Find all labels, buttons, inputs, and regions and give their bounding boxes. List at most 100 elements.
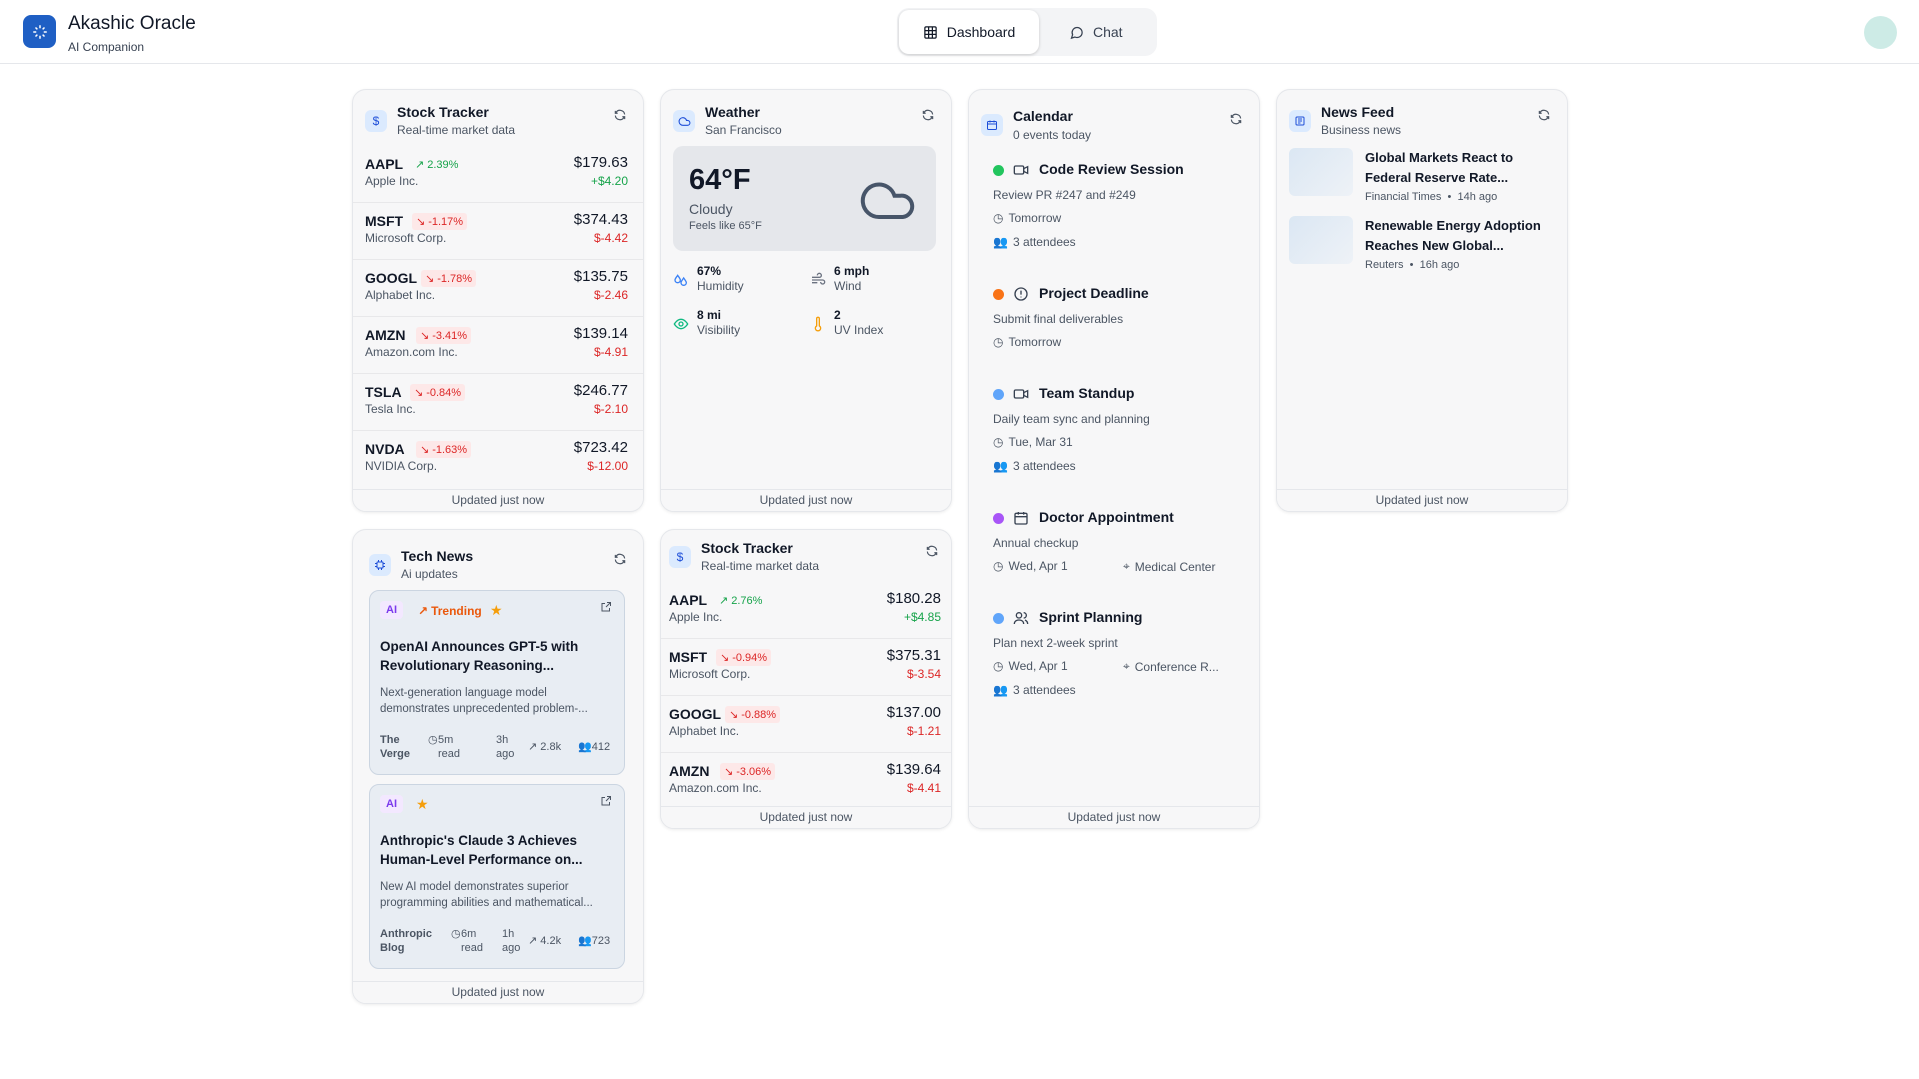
event-title: Project Deadline (1039, 285, 1149, 301)
stock-row[interactable]: TSLA ↘ -0.84% Tesla Inc. $246.77 $-2.10 (353, 374, 643, 431)
refresh-icon[interactable] (925, 544, 939, 558)
read-time: ◷ 5m read (428, 734, 461, 760)
clock-icon: ◷ (993, 211, 1004, 225)
humidity-label: Humidity (697, 279, 744, 293)
company-name: Alphabet Inc. (669, 724, 740, 738)
external-link-icon[interactable] (600, 601, 612, 613)
stock-row[interactable]: MSFT ↘ -0.94% Microsoft Corp. $375.31 $-3… (661, 639, 951, 696)
refresh-icon[interactable] (1229, 112, 1243, 126)
refresh-icon[interactable] (1537, 108, 1551, 122)
eye-icon (673, 318, 689, 330)
stock-price: $375.31 (886, 647, 941, 664)
news-thumbnail (1289, 216, 1353, 264)
visibility-stat: 8 mi Visibility (673, 308, 803, 342)
article-age: 1h ago (502, 928, 521, 954)
stock-tracker-card: $ Stock Tracker Real-time market data AA… (352, 89, 644, 512)
stock-row[interactable]: AMZN ↘ -3.06% Amazon.com Inc. $139.64 $-4… (661, 753, 951, 810)
event-time: ◷ Tomorrow (993, 211, 1062, 225)
card-header: $ Stock Tracker Real-time market data (353, 90, 643, 146)
card-subtitle: Business news (1321, 123, 1402, 137)
sparkle-icon (32, 24, 47, 39)
app-logo[interactable] (23, 15, 56, 48)
tab-chat[interactable]: Chat (1069, 10, 1149, 54)
wind-value: 6 mph (834, 264, 870, 278)
stock-change-badge: ↘ -0.84% (410, 384, 466, 401)
stock-delta: $-2.10 (593, 402, 628, 416)
event-location: ⌖ Conference R... (1123, 659, 1219, 674)
trend-up-icon: ↗ (719, 595, 729, 607)
stock-row[interactable]: MSFT ↘ -1.17% Microsoft Corp. $374.43 $-4… (353, 203, 643, 260)
tab-dashboard[interactable]: Dashboard (899, 10, 1039, 54)
stock-change-badge: ↘ -1.17% (412, 213, 468, 230)
stock-delta: $-12.00 (587, 459, 628, 473)
chat-bubble-icon (1070, 26, 1083, 39)
stock-price: $139.14 (573, 325, 628, 342)
video-icon (1013, 389, 1029, 399)
stock-change-badge: ↘ -0.94% (716, 649, 772, 666)
stock-row[interactable]: NVDA ↘ -1.63% NVIDIA Corp. $723.42 $-12.0… (353, 431, 643, 488)
stock-symbol: MSFT (669, 649, 708, 665)
event-status-dot (993, 513, 1004, 524)
card-footer: Updated just now (661, 806, 951, 828)
calendar-icon (1014, 512, 1028, 525)
event-description: Review PR #247 and #249 (993, 188, 1136, 202)
trend-down-icon: ↘ (425, 273, 435, 285)
wind-stat: 6 mph Wind (810, 264, 940, 298)
company-name: Amazon.com Inc. (669, 781, 762, 795)
stock-tracker-card: $ Stock Tracker Real-time market data AA… (660, 529, 952, 829)
external-link-icon[interactable] (600, 795, 612, 807)
star-icon: ★ (416, 796, 429, 812)
card-subtitle: 0 events today (1013, 128, 1092, 142)
app-subtitle: AI Companion (68, 40, 145, 54)
calendar-event[interactable]: Doctor Appointment Annual checkup ◷ Wed, … (981, 502, 1244, 588)
event-attendees: 👥 3 attendees (993, 235, 1076, 249)
stock-delta: $-2.46 (593, 288, 628, 302)
card-subtitle: Ai updates (401, 567, 458, 581)
trend-down-icon: ↘ (729, 709, 739, 721)
news-item[interactable]: Renewable Energy Adoption Reaches New Gl… (1289, 216, 1559, 276)
event-description: Daily team sync and planning (993, 412, 1150, 426)
refresh-icon[interactable] (921, 108, 935, 122)
card-header: Calendar 0 events today (969, 90, 1259, 146)
card-footer: Updated just now (1277, 489, 1567, 511)
user-avatar[interactable] (1864, 16, 1897, 49)
stock-delta: $-4.91 (593, 345, 628, 359)
refresh-icon[interactable] (613, 108, 627, 122)
event-description: Plan next 2-week sprint (993, 636, 1118, 650)
calendar-event[interactable]: Code Review Session Review PR #247 and #… (981, 154, 1244, 264)
cloud-icon (673, 110, 695, 132)
stock-row[interactable]: GOOGL ↘ -0.88% Alphabet Inc. $137.00 $-1.… (661, 696, 951, 753)
calendar-event[interactable]: Project Deadline Submit final deliverabl… (981, 278, 1244, 364)
stock-row[interactable]: AAPL ↗ 2.76% Apple Inc. $180.28 +$4.85 (661, 582, 951, 639)
stock-change-badge: ↘ -3.41% (416, 327, 472, 344)
user-count: 👥723 (578, 935, 611, 947)
trend-up-icon: ↗ (528, 741, 538, 753)
alert-circle-icon (1014, 287, 1028, 301)
event-title: Code Review Session (1039, 161, 1184, 177)
tab-dashboard-label: Dashboard (946, 24, 1016, 40)
card-footer: Updated just now (353, 981, 643, 1003)
stock-row[interactable]: AMZN ↘ -3.41% Amazon.com Inc. $139.14 $-4… (353, 317, 643, 374)
refresh-icon[interactable] (613, 552, 627, 566)
thermometer-icon (814, 316, 822, 332)
users-icon (1013, 612, 1029, 625)
calendar-event[interactable]: Team Standup Daily team sync and plannin… (981, 378, 1244, 488)
news-item[interactable]: Global Markets React to Federal Reserve … (1289, 148, 1559, 208)
tech-news-article[interactable]: AI ↗ Trending ★ OpenAI Announces GPT-5 wi… (369, 590, 625, 775)
event-attendees: 👥 3 attendees (993, 459, 1076, 473)
stock-price: $139.64 (886, 761, 941, 778)
tech-news-article[interactable]: AI ★ Anthropic's Claude 3 Achieves Human… (369, 784, 625, 969)
temperature: 64°F (689, 164, 751, 196)
stock-row[interactable]: AAPL ↗ 2.39% Apple Inc. $179.63 +$4.20 (353, 146, 643, 203)
calendar-event[interactable]: Sprint Planning Plan next 2-week sprint … (981, 602, 1244, 712)
dollar-icon: $ (669, 546, 691, 568)
event-time: ◷ Wed, Apr 1 (993, 559, 1068, 573)
stock-delta: +$4.20 (590, 174, 628, 188)
wind-label: Wind (834, 279, 862, 293)
visibility-value: 8 mi (697, 308, 722, 322)
stock-price: $179.63 (573, 154, 628, 171)
article-description: Next-generation language model demonstra… (380, 687, 588, 715)
stock-row[interactable]: GOOGL ↘ -1.78% Alphabet Inc. $135.75 $-2.… (353, 260, 643, 317)
users-icon: 👥 (993, 683, 1008, 697)
stock-delta: +$4.85 (903, 610, 941, 624)
